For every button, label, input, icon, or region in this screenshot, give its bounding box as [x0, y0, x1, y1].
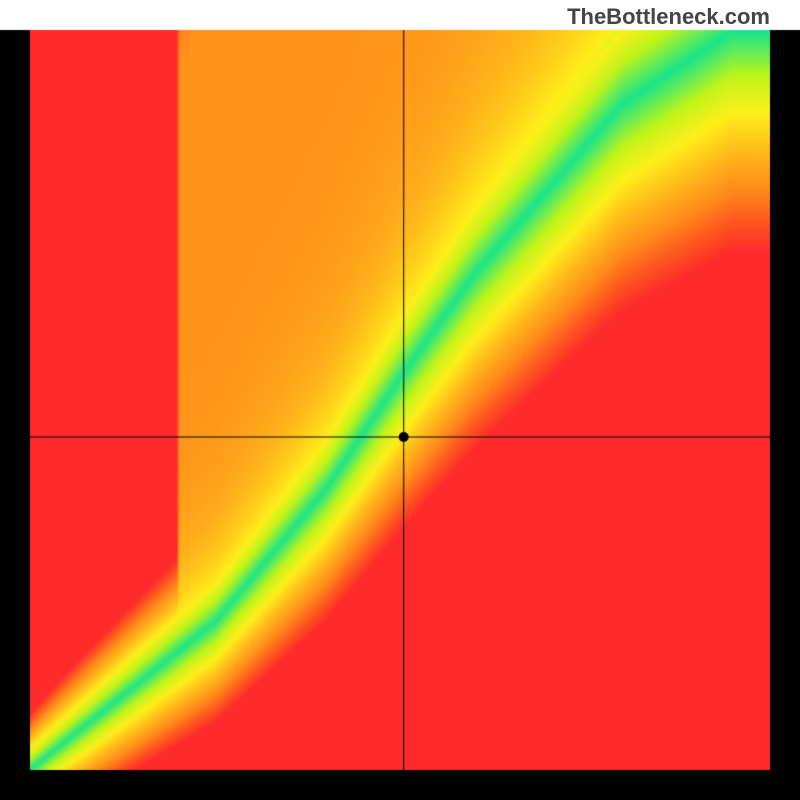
bottleneck-heatmap [0, 0, 800, 800]
chart-container: TheBottleneck.com [0, 0, 800, 800]
watermark-text: TheBottleneck.com [567, 4, 770, 30]
